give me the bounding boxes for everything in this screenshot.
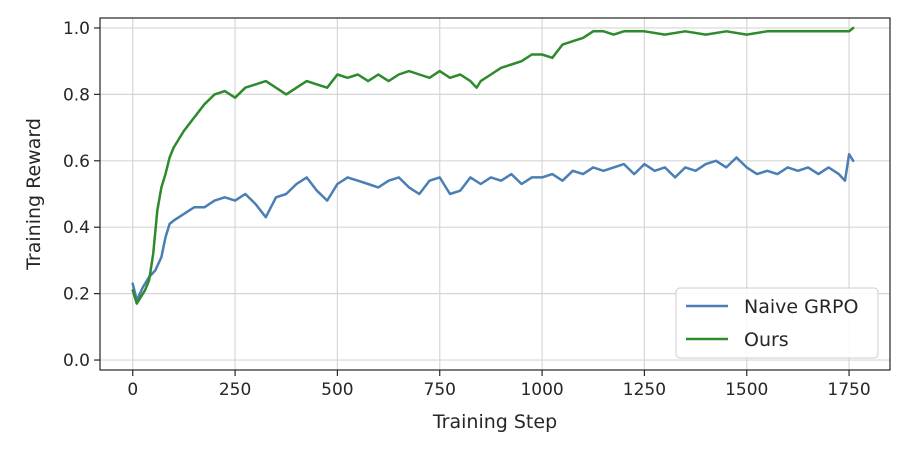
y-axis-title: Training Reward	[23, 118, 45, 271]
x-axis-title: Training Step	[432, 411, 557, 433]
x-tick-label: 0	[127, 380, 138, 400]
x-axis-ticks: 0 250 500 750 1000 1250 1500 1750	[127, 370, 871, 400]
y-tick-label: 1.0	[63, 19, 90, 39]
plot-frame	[99, 17, 891, 371]
x-tick-label: 250	[219, 380, 251, 400]
y-axis-ticks: 0.0 0.2 0.4 0.6 0.8 1.0	[63, 19, 100, 371]
legend-label-naive-grpo: Naive GRPO	[744, 296, 858, 318]
x-tick-label: 1250	[623, 380, 666, 400]
x-tick-label: 1000	[520, 380, 563, 400]
x-tick-label: 1750	[827, 380, 870, 400]
y-tick-label: 0.0	[63, 351, 90, 371]
y-tick-label: 0.6	[63, 152, 90, 172]
series-line-ours	[131, 26, 855, 305]
y-tick-label: 0.4	[63, 218, 90, 238]
x-tick-label: 500	[321, 380, 353, 400]
series-line-naive-grpo	[131, 152, 855, 302]
legend: Naive GRPO Ours	[675, 287, 879, 359]
x-tick-label: 750	[424, 380, 456, 400]
x-tick-label: 1500	[725, 380, 768, 400]
series-lines	[131, 26, 855, 305]
y-tick-label: 0.8	[63, 85, 90, 105]
legend-label-ours: Ours	[744, 329, 789, 351]
y-tick-label: 0.2	[63, 285, 90, 305]
